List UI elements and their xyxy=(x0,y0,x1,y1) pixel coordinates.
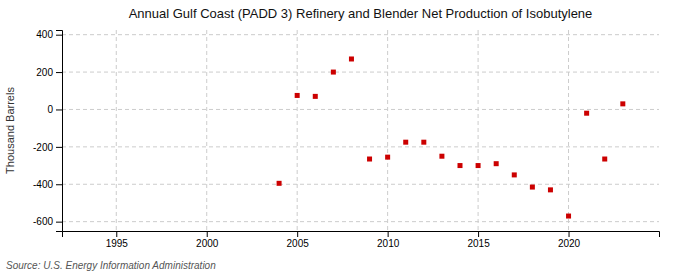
y-tick-mark xyxy=(56,35,62,36)
y-tick: -400 xyxy=(33,179,62,190)
y-axis-title: Thousand Barrels xyxy=(4,87,16,174)
x-tick-mark xyxy=(478,231,479,237)
point xyxy=(566,214,571,219)
x-tick: 2015 xyxy=(467,231,490,249)
x-tick: 2010 xyxy=(377,231,400,249)
y-tick: -200 xyxy=(33,142,62,153)
x-tick-mark xyxy=(116,231,117,237)
x-tick-label: 2020 xyxy=(558,238,581,249)
y-tick: 400 xyxy=(36,29,62,40)
point xyxy=(313,94,318,99)
grid-line-x xyxy=(297,30,298,231)
y-tick-label: -600 xyxy=(33,216,53,227)
x-tick: 2000 xyxy=(196,231,219,249)
y-tick-mark xyxy=(56,72,62,73)
y-tick: 0 xyxy=(47,104,62,115)
point xyxy=(548,187,553,192)
grid-line-x xyxy=(116,30,117,231)
x-tick-mark xyxy=(297,231,298,237)
x-tick-label: 2000 xyxy=(196,238,219,249)
point xyxy=(584,111,589,116)
y-tick-label: 200 xyxy=(36,67,53,78)
x-axis: 1995 2000 2005 2010 2015 2020 xyxy=(63,231,660,249)
y-tick-mark xyxy=(56,147,62,148)
point xyxy=(403,140,408,145)
grid-line-y xyxy=(62,109,659,110)
x-tick: 2005 xyxy=(287,231,310,249)
x-tick: 1995 xyxy=(106,231,129,249)
x-tick-label: 2015 xyxy=(467,238,490,249)
grid xyxy=(62,30,659,231)
grid-line-y xyxy=(62,221,659,222)
grid-line-x xyxy=(206,30,207,231)
x-tick-mark xyxy=(207,231,208,237)
y-tick: 200 xyxy=(36,67,62,78)
x-tick-mark xyxy=(388,231,389,237)
y-axis: -600 -400 -200 0 200 400 xyxy=(33,29,63,231)
points xyxy=(277,56,626,218)
point xyxy=(512,172,517,177)
point xyxy=(331,70,336,75)
grid-line-x xyxy=(478,30,479,231)
point xyxy=(421,140,426,145)
grid-line-y xyxy=(62,72,659,73)
grid-line-x xyxy=(387,30,388,231)
y-axis-line xyxy=(56,31,63,232)
point xyxy=(295,93,300,98)
y-tick: -600 xyxy=(33,216,62,227)
point xyxy=(620,101,625,106)
y-tick-label: -400 xyxy=(33,179,53,190)
point xyxy=(367,157,372,162)
y-tick-label: -200 xyxy=(33,142,53,153)
x-tick-label: 2005 xyxy=(287,238,310,249)
x-tick-label: 2010 xyxy=(377,238,400,249)
y-tick-mark xyxy=(56,184,62,185)
x-axis-line xyxy=(63,232,660,238)
y-tick-mark xyxy=(56,109,62,110)
x-tick-label: 1995 xyxy=(106,238,129,249)
point xyxy=(349,56,354,61)
grid-line-y xyxy=(62,34,659,35)
grid-line-x xyxy=(568,30,569,231)
point xyxy=(530,185,535,190)
grid-line-y xyxy=(62,184,659,185)
chart-container: 1995 2000 2005 2010 2015 2020 -600 -400 -200 0 200… xyxy=(0,0,675,275)
plot-area: 1995 2000 2005 2010 2015 2020 -600 -400 -200 0 200… xyxy=(33,29,660,249)
grid-line-y xyxy=(62,146,659,147)
annotation: Source: U.S. Energy Information Administ… xyxy=(6,260,216,271)
point xyxy=(476,163,481,168)
point xyxy=(277,181,282,186)
point xyxy=(439,154,444,159)
point xyxy=(458,163,463,168)
y-tick-mark xyxy=(56,222,62,223)
y-tick-label: 0 xyxy=(47,104,53,115)
point xyxy=(602,157,607,162)
point xyxy=(385,155,390,160)
title: Annual Gulf Coast (PADD 3) Refinery and … xyxy=(129,6,593,21)
y-tick-label: 400 xyxy=(36,29,53,40)
chart-svg: 1995 2000 2005 2010 2015 2020 -600 -400 -200 0 200… xyxy=(0,0,675,275)
x-tick-mark xyxy=(569,231,570,237)
x-tick: 2020 xyxy=(558,231,581,249)
point xyxy=(494,161,499,166)
